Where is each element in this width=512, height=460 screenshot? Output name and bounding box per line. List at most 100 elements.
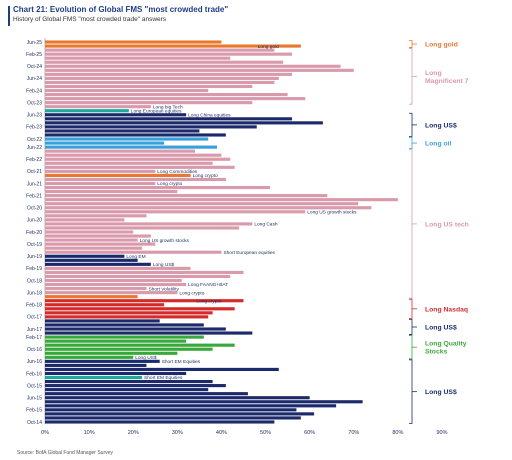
x-tick-label: 40% xyxy=(216,430,227,436)
bar xyxy=(45,319,160,323)
group-label: Magnificent 7 xyxy=(425,78,469,85)
y-tick-label: Feb-22 xyxy=(26,157,42,163)
y-tick-label: Oct-18 xyxy=(27,278,42,284)
group-label: Long US tech xyxy=(425,221,469,228)
bar xyxy=(45,363,147,367)
x-tick-label: 0% xyxy=(41,430,49,436)
y-tick-label: Jun-23 xyxy=(27,113,43,119)
bar xyxy=(45,72,293,76)
bar xyxy=(45,404,337,408)
y-tick-label: Feb-25 xyxy=(26,52,42,58)
bar xyxy=(45,242,156,246)
y-tick-label: Oct-14 xyxy=(27,420,42,426)
bar xyxy=(45,121,323,125)
bar xyxy=(45,311,213,315)
y-tick-label: Oct-21 xyxy=(27,169,42,175)
bar xyxy=(45,274,231,279)
bar xyxy=(45,416,301,420)
data-label: Long crypto xyxy=(179,290,204,296)
bar xyxy=(45,109,129,113)
bar xyxy=(45,327,226,331)
group-label: Long US$ xyxy=(425,389,457,396)
bar xyxy=(45,68,354,72)
y-tick-label: Jun-16 xyxy=(27,359,43,365)
bar xyxy=(45,250,222,254)
bar xyxy=(45,282,187,287)
y-tick-label: Oct-22 xyxy=(27,137,42,143)
y-tick-label: Feb-21 xyxy=(26,193,42,199)
bar xyxy=(45,206,372,210)
data-label: Long US growth stocks xyxy=(307,209,357,215)
bar xyxy=(45,88,209,93)
bar xyxy=(45,185,270,190)
bar xyxy=(45,113,187,117)
y-tick-label: Oct-16 xyxy=(27,347,42,353)
bar xyxy=(45,408,297,412)
bar xyxy=(45,299,244,303)
group-label: Long US$ xyxy=(425,122,457,129)
bar xyxy=(45,48,275,52)
bar xyxy=(45,375,143,380)
bar xyxy=(45,52,293,56)
title-accent-bar xyxy=(8,6,10,26)
bar xyxy=(45,194,328,198)
bar xyxy=(45,270,244,274)
bar xyxy=(45,222,253,226)
bar xyxy=(45,105,151,109)
group-label: Long gold xyxy=(425,42,458,49)
bar xyxy=(45,347,213,351)
bar xyxy=(45,254,125,258)
bar xyxy=(45,303,165,307)
data-label: Long US$ xyxy=(135,355,157,361)
bar xyxy=(45,278,182,283)
bar xyxy=(45,84,253,89)
bar xyxy=(45,343,235,347)
bar xyxy=(45,173,191,177)
bar xyxy=(45,181,156,186)
data-label: Long China equities xyxy=(188,112,231,118)
y-tick-label: Oct-15 xyxy=(27,383,42,389)
y-tick-label: Feb-19 xyxy=(26,266,42,272)
y-tick-label: Feb-18 xyxy=(26,303,42,309)
bar xyxy=(45,149,195,153)
y-tick-label: Oct-17 xyxy=(27,315,42,321)
data-label: Long Cash xyxy=(254,222,278,228)
bar xyxy=(45,190,178,194)
y-tick-label: Jun-18 xyxy=(27,290,43,296)
group-label: Long xyxy=(425,70,442,77)
y-tick-label: Feb-20 xyxy=(26,230,42,236)
bar xyxy=(45,92,288,97)
bar xyxy=(45,137,209,141)
x-tick-label: 10% xyxy=(84,430,95,436)
bar xyxy=(45,384,226,388)
bar xyxy=(45,392,248,396)
group-bracket xyxy=(409,40,413,48)
bar xyxy=(45,44,301,48)
bar xyxy=(45,315,209,319)
y-tick-label: Jun-22 xyxy=(27,145,43,151)
group-label: Long Nasdaq xyxy=(425,306,468,313)
group-bracket xyxy=(409,48,413,105)
data-label: Long crypto xyxy=(196,298,221,304)
bar xyxy=(45,388,209,392)
group-bracket xyxy=(409,359,413,424)
bar xyxy=(45,97,306,101)
y-tick-label: Jun-24 xyxy=(27,76,43,82)
bar xyxy=(45,258,138,262)
data-label: Long Commodities xyxy=(157,169,198,175)
group-bracket xyxy=(409,335,413,360)
bar xyxy=(45,234,151,238)
data-label: Long European equities xyxy=(131,108,182,114)
group-bracket xyxy=(409,137,413,150)
bar xyxy=(45,323,204,327)
y-tick-label: Jun-17 xyxy=(27,327,43,333)
bar xyxy=(45,133,226,137)
bar xyxy=(45,420,275,424)
bar xyxy=(45,371,187,376)
bar xyxy=(45,230,134,234)
bar xyxy=(45,64,341,68)
data-label: Long US$ xyxy=(153,262,175,268)
data-label: Long big Tech xyxy=(153,104,183,110)
group-bracket xyxy=(409,149,413,299)
bar xyxy=(45,238,138,242)
